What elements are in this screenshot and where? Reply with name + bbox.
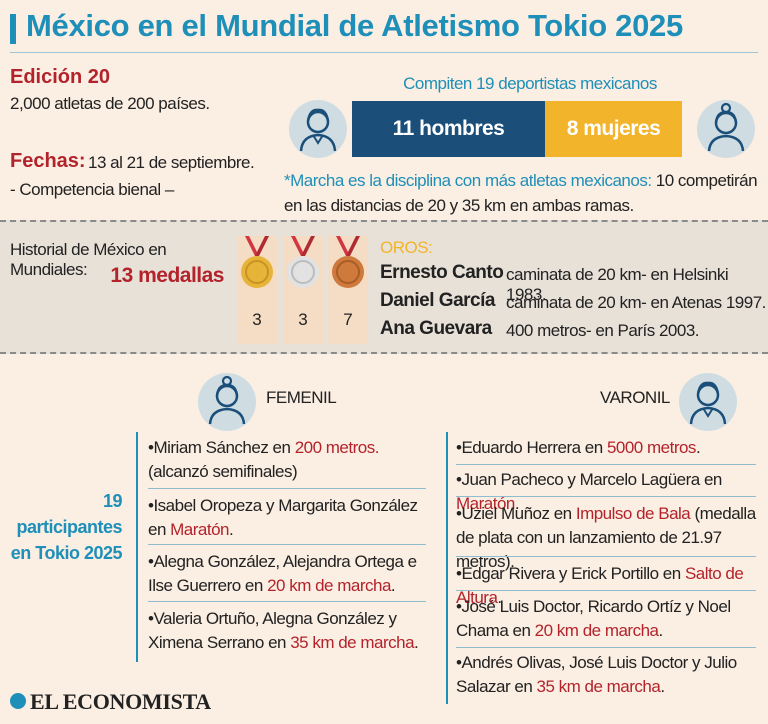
mujeres-bar: 8 mujeres xyxy=(545,101,682,157)
entry-event: Maratón xyxy=(456,494,515,513)
femenil-column-line xyxy=(136,432,138,662)
entry-text: . xyxy=(229,520,234,539)
edicion-title: Edición 20 xyxy=(10,66,111,88)
varonil-column-line xyxy=(446,432,448,704)
entry-divider xyxy=(456,590,756,591)
entry-event: Maratón xyxy=(170,520,230,539)
participantes-label: participantes xyxy=(16,517,122,537)
entry-divider xyxy=(456,647,756,648)
man-icon xyxy=(678,372,738,437)
oro-name: Ernesto Canto xyxy=(380,262,504,283)
entry-text: •Alegna González, Alejandra Ortega e Ils… xyxy=(148,552,417,595)
participantes-event: en Tokio 2025 xyxy=(10,543,123,563)
entry-event: 35 km de marcha xyxy=(290,633,415,652)
varonil-entry: •Andrés Olivas, José Luis Doctor y Julio… xyxy=(456,651,756,699)
oro-name: Ana Guevara xyxy=(380,318,492,339)
entry-text: . xyxy=(514,494,520,513)
oro-desc: 400 metros- en París 2003. xyxy=(506,321,700,340)
participantes-count: 19 xyxy=(102,491,123,511)
dashed-divider-top xyxy=(0,220,768,222)
varonil-entry: •Eduardo Herrera en 5000 metros. xyxy=(456,436,756,460)
woman-icon xyxy=(197,372,257,437)
edicion-text: 2,000 atletas de 200 países. xyxy=(10,94,210,113)
entry-divider xyxy=(456,464,756,465)
entry-text: •Miriam Sánchez en xyxy=(148,438,295,457)
dashed-divider-bottom xyxy=(0,352,768,354)
entry-event: 20 km de marcha xyxy=(267,576,391,595)
historial-band xyxy=(0,220,768,354)
entry-event: 20 km de marcha xyxy=(534,621,659,640)
entry-text: . xyxy=(658,621,664,640)
oro-name: Daniel García xyxy=(380,290,495,311)
hombres-bar: 11 hombres xyxy=(352,101,545,157)
marcha-note-text: 10 competirán en las distancias de 20 y … xyxy=(284,171,758,215)
title-divider xyxy=(10,52,758,53)
femenil-entry: •Valeria Ortuño, Alegna González y Ximen… xyxy=(148,607,424,655)
entry-text: •Eduardo Herrera en xyxy=(456,438,607,457)
varonil-entry: •José Luis Doctor, Ricardo Ortíz y Noel … xyxy=(456,595,756,643)
entry-text: . xyxy=(497,588,502,607)
fechas-value: 13 al 21 de septiembre. xyxy=(88,153,255,172)
entry-text: •Isabel Oropeza y Margarita González en xyxy=(148,496,418,539)
entry-divider xyxy=(148,488,426,489)
historial-medal-total: 13 medallas xyxy=(110,264,224,287)
entry-text: •Andrés Olivas, José Luis Doctor y Julio… xyxy=(456,653,737,696)
page-title: México en el Mundial de Atletismo Tokio … xyxy=(26,8,683,43)
oro-desc: caminata de 20 km- en Atenas 1997. xyxy=(506,293,766,312)
bronze-medal-icon xyxy=(331,236,365,295)
logo-dot-icon xyxy=(10,693,26,709)
medal-count-oro: 3 xyxy=(252,310,262,329)
entry-text: (alcanzó semifinales) xyxy=(148,462,298,481)
entry-event: 5000 metros xyxy=(606,438,697,457)
entry-text: •Valeria Ortuño, Alegna González y Ximen… xyxy=(148,609,397,652)
entry-text: •Edgar Rivera y Erick Portillo en xyxy=(456,564,685,583)
varonil-label: VARONIL xyxy=(600,388,670,407)
participantes-callout: 19 participantes en Tokio 2025 xyxy=(10,488,123,566)
fechas-label: Fechas: xyxy=(10,150,86,172)
entry-text: . xyxy=(414,633,419,652)
femenil-entry: •Isabel Oropeza y Margarita González en … xyxy=(148,494,424,542)
entry-event: Impulso de Bala xyxy=(575,504,691,523)
marcha-note-highlight: *Marcha es la disciplina con más atletas… xyxy=(284,171,652,190)
woman-icon xyxy=(696,99,756,164)
femenil-entry: •Miriam Sánchez en 200 metros. (alcanzó … xyxy=(148,436,424,484)
entry-event: 200 metros. xyxy=(294,438,380,457)
gold-medal-icon xyxy=(240,236,274,295)
man-icon xyxy=(288,99,348,164)
entry-divider xyxy=(148,601,426,602)
medal-count-bronce: 7 xyxy=(343,310,353,329)
medal-count-plata: 3 xyxy=(298,310,308,329)
varonil-entry: •Juan Pacheco y Marcelo Lagüera en Marat… xyxy=(456,468,756,516)
entry-event: Salto de Altura xyxy=(456,564,744,607)
entry-text: . xyxy=(660,677,665,696)
entry-text: . xyxy=(390,576,396,595)
varonil-entry: •Edgar Rivera y Erick Portillo en Salto … xyxy=(456,562,756,610)
entry-divider xyxy=(148,544,426,545)
entry-text: •Juan Pacheco y Marcelo Lagüera en xyxy=(456,470,722,489)
fechas-note: - Competencia bienal – xyxy=(10,180,174,199)
entry-divider xyxy=(456,496,756,497)
entry-event: 35 km de marcha xyxy=(536,677,661,696)
entry-text: . xyxy=(695,438,701,457)
publisher-logo: EL ECONOMISTA xyxy=(30,689,211,714)
oros-label: OROS: xyxy=(380,238,433,257)
marcha-note: *Marcha es la disciplina con más atletas… xyxy=(284,168,758,218)
entry-text: •José Luis Doctor, Ricardo Ortíz y Noel … xyxy=(456,597,731,640)
oro-desc: caminata de 20 km- en Helsinki 1983. xyxy=(506,265,729,304)
femenil-entry: •Alegna González, Alejandra Ortega e Ils… xyxy=(148,550,424,598)
competidores-title: Compiten 19 deportistas mexicanos xyxy=(403,74,657,93)
femenil-label: FEMENIL xyxy=(266,388,337,407)
historial-label: Historial de México en Mundiales: xyxy=(10,240,167,279)
title-accent-bar xyxy=(10,14,16,44)
silver-medal-icon xyxy=(286,236,320,295)
entry-text: •Uziel Muñoz en xyxy=(456,504,576,523)
entry-divider xyxy=(456,556,756,557)
